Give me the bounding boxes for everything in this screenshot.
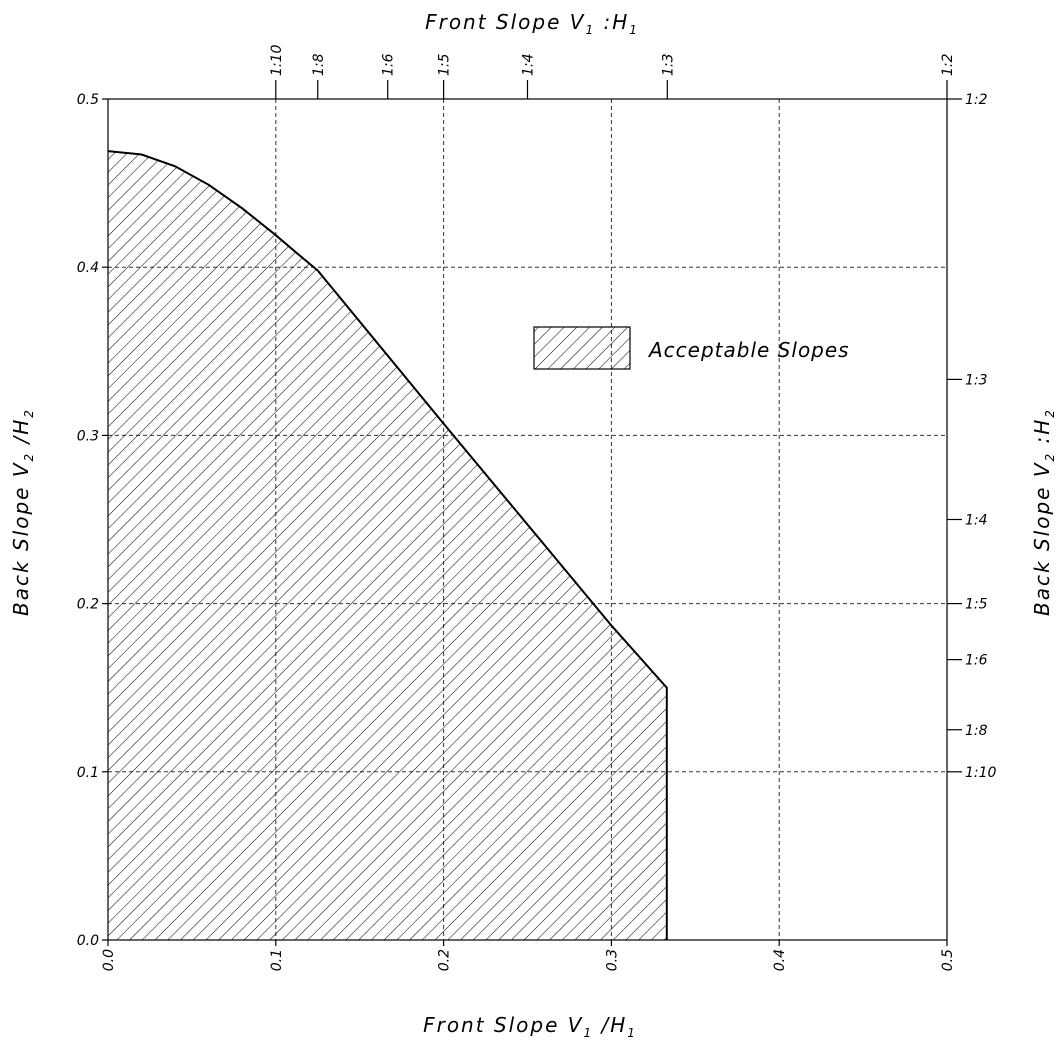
right-tick-label: 1:5 (965, 597, 988, 613)
top-axis-title: Front Slope V1 :H1 (425, 10, 639, 37)
right-axis-title: Back Slope V2 :H2 (1030, 408, 1057, 616)
top-tick-label: 1:5 (437, 53, 453, 76)
acceptable-region-layer (108, 151, 667, 940)
legend-label: Acceptable Slopes (647, 338, 850, 362)
top-axis-ticks: 1:10 1:8 1:6 1:5 1:4 1:3 1:2 (269, 44, 956, 99)
y-tick-label: 0.3 (77, 428, 99, 444)
y-tick-label: 0.2 (77, 597, 99, 613)
top-tick-label: 1:6 (381, 53, 397, 76)
y-tick-label: 0.4 (77, 260, 99, 276)
y-axis-title: Back Slope V2 /H2 (9, 408, 36, 616)
y-axis-ticks: 0.0 0.1 0.2 0.3 0.4 0.5 (77, 92, 108, 949)
top-tick-label: 1:2 (940, 53, 956, 76)
top-tick-label: 1:3 (660, 53, 676, 76)
right-tick-label: 1:2 (965, 92, 988, 108)
legend-swatch (534, 327, 630, 369)
acceptable-region-fill (108, 151, 667, 940)
right-tick-label: 1:4 (965, 513, 988, 529)
y-tick-label: 0.5 (77, 92, 99, 108)
top-tick-label: 1:8 (311, 53, 327, 76)
x-tick-label: 0.0 (101, 949, 117, 971)
right-tick-label: 1:6 (965, 653, 988, 669)
top-tick-label: 1:4 (521, 53, 537, 76)
y-tick-label: 0.0 (77, 933, 99, 949)
right-tick-label: 1:10 (965, 765, 997, 781)
x-axis-ticks: 0.0 0.1 0.2 0.3 0.4 0.5 (101, 940, 956, 971)
y-tick-label: 0.1 (77, 765, 99, 781)
right-tick-label: 1:8 (965, 723, 988, 739)
x-tick-label: 0.3 (604, 949, 620, 971)
x-axis-title: Front Slope V1 /H1 (423, 1013, 637, 1040)
x-tick-label: 0.1 (269, 949, 285, 971)
x-tick-label: 0.2 (437, 949, 453, 971)
right-axis-ticks: 1:2 1:3 1:4 1:5 1:6 1:8 1:10 (947, 92, 997, 781)
legend: Acceptable Slopes (534, 327, 850, 369)
right-tick-label: 1:3 (965, 372, 988, 388)
top-tick-label: 1:10 (269, 44, 285, 76)
x-tick-label: 0.4 (772, 949, 788, 971)
x-tick-label: 0.5 (940, 949, 956, 971)
